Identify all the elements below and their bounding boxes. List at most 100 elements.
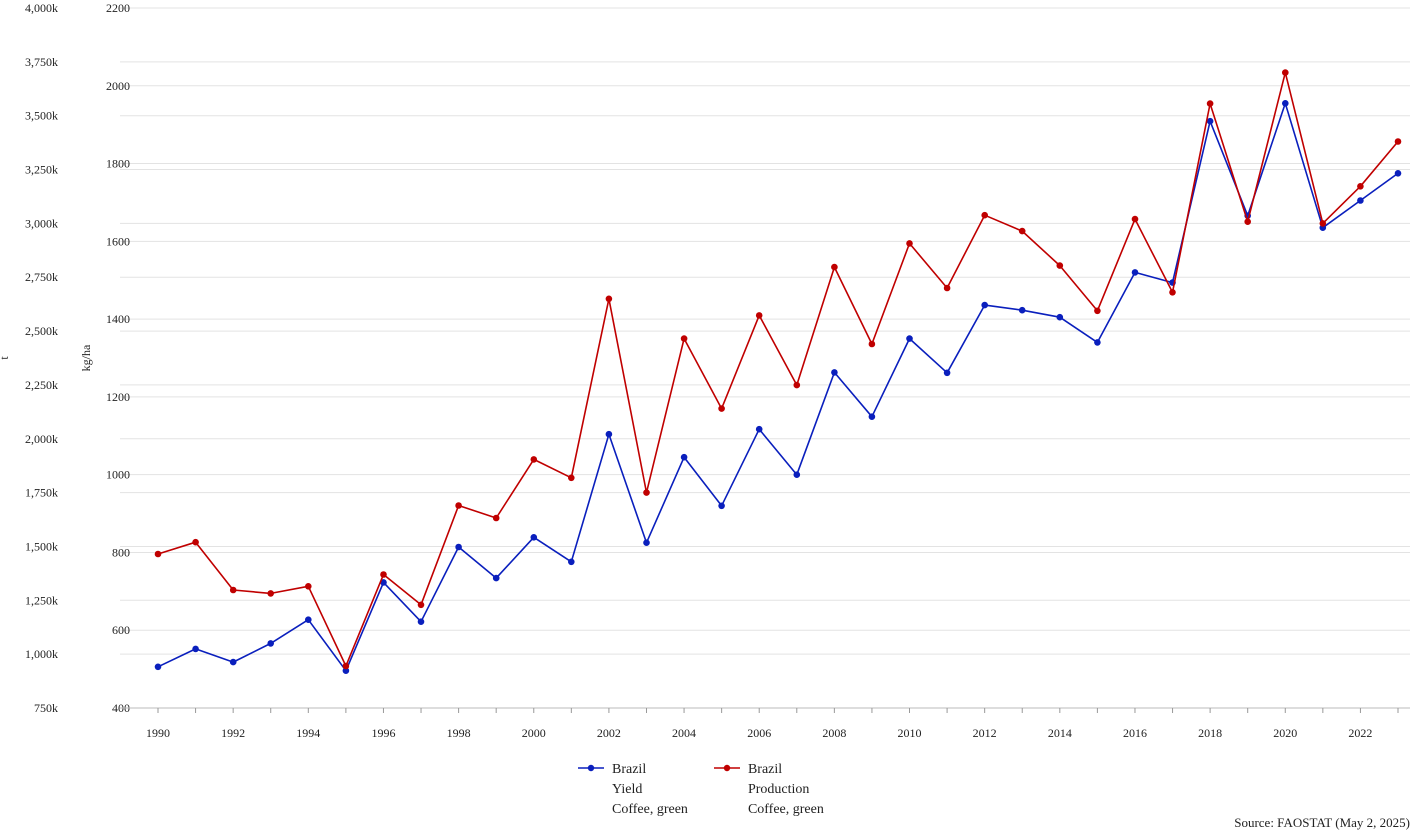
- data-point-series-0-1994[interactable]: [305, 616, 312, 623]
- data-point-series-1-2005[interactable]: [718, 405, 725, 412]
- data-point-series-1-1990[interactable]: [154, 550, 162, 558]
- data-point-series-0-2005[interactable]: [718, 502, 725, 510]
- source-note: Source: FAOSTAT (May 2, 2025): [1234, 815, 1410, 830]
- left-tick-label: 2,750k: [25, 270, 58, 284]
- data-point-series-1-1993[interactable]: [267, 590, 275, 597]
- data-point-series-1-1992[interactable]: [229, 586, 237, 594]
- data-point-series-1-2018[interactable]: [1206, 100, 1214, 107]
- data-point-series-1-2000[interactable]: [530, 456, 538, 463]
- x-axis-ticks: 1990 1992 1994 1996 1998 2000 2002 2004 2006 2008…: [120, 707, 1410, 740]
- x-tick-label: 2014: [1048, 726, 1072, 740]
- data-point-series-0-2020[interactable]: [1282, 100, 1289, 107]
- right-tick-label: 1600: [106, 234, 130, 248]
- data-point-series-0-2002[interactable]: [605, 430, 613, 438]
- data-point-series-1-2008[interactable]: [831, 263, 838, 271]
- data-point-series-1-1991[interactable]: [192, 538, 199, 546]
- data-point-series-1-2002[interactable]: [605, 295, 613, 303]
- data-point-series-1-2019[interactable]: [1244, 218, 1251, 225]
- data-point-series-1-1996[interactable]: [380, 571, 387, 578]
- data-point-series-0-1999[interactable]: [492, 574, 500, 582]
- data-point-series-0-2011[interactable]: [943, 369, 951, 377]
- data-point-series-1-2016[interactable]: [1131, 215, 1139, 223]
- data-point-series-1-2011[interactable]: [943, 284, 951, 292]
- x-tick-label: 2020: [1273, 726, 1297, 740]
- data-point-series-1-1994[interactable]: [305, 583, 312, 590]
- data-point-series-0-1998[interactable]: [455, 543, 462, 551]
- data-point-series-1-2010[interactable]: [906, 240, 913, 247]
- data-point-series-1-1995[interactable]: [342, 662, 350, 670]
- legend-production-line-1: Brazil: [747, 762, 783, 777]
- left-tick-label: 3,500k: [25, 109, 58, 123]
- data-point-series-0-1995[interactable]: [342, 667, 350, 674]
- x-tick-label: 1996: [371, 726, 395, 740]
- left-tick-label: 2,250k: [25, 378, 58, 392]
- data-point-series-0-2008[interactable]: [831, 369, 838, 376]
- data-point-series-0-2013[interactable]: [1018, 306, 1026, 314]
- left-tick-label: 1,750k: [25, 486, 58, 500]
- data-point-series-1-1997[interactable]: [417, 601, 425, 609]
- x-tick-label: 2006: [747, 726, 771, 740]
- legend-production-line-2: Production: [747, 782, 810, 797]
- data-point-series-1-2003[interactable]: [643, 489, 650, 496]
- data-point-series-0-1991[interactable]: [192, 645, 199, 653]
- data-point-series-1-2020[interactable]: [1282, 69, 1289, 76]
- x-tick-label: 1990: [146, 726, 170, 740]
- left-tick-label: 750k: [34, 701, 58, 715]
- series-line-0: [157, 102, 1399, 672]
- left-axis-title: t: [0, 356, 11, 360]
- data-point-series-0-2000[interactable]: [530, 534, 538, 541]
- x-tick-label: 2004: [672, 726, 696, 740]
- data-point-series-1-1998[interactable]: [455, 502, 462, 509]
- data-point-series-0-2015[interactable]: [1094, 339, 1101, 346]
- data-point-series-1-2014[interactable]: [1056, 262, 1064, 269]
- data-point-series-1-2007[interactable]: [793, 381, 801, 389]
- x-tick-label: 2002: [597, 726, 621, 740]
- data-point-series-0-2006[interactable]: [755, 425, 763, 433]
- data-point-series-1-2001[interactable]: [568, 474, 575, 482]
- data-point-series-1-1999[interactable]: [492, 514, 500, 522]
- data-point-series-1-2017[interactable]: [1169, 289, 1176, 296]
- right-tick-label: 600: [112, 623, 130, 637]
- data-point-series-0-2010[interactable]: [906, 335, 913, 342]
- data-point-series-0-2018[interactable]: [1206, 117, 1214, 125]
- legend-item-yield[interactable]: Brazil Yield Coffee, green: [578, 760, 688, 820]
- data-point-series-0-2016[interactable]: [1131, 269, 1139, 276]
- data-point-series-0-1993[interactable]: [267, 640, 275, 647]
- data-point-series-0-2007[interactable]: [793, 471, 801, 479]
- legend-swatch-yield: [578, 764, 604, 772]
- data-point-series-1-2013[interactable]: [1018, 227, 1026, 235]
- data-point-series-0-1992[interactable]: [229, 658, 237, 666]
- legend-item-production[interactable]: Brazil Production Coffee, green: [713, 760, 824, 820]
- data-point-series-0-2014[interactable]: [1056, 313, 1064, 321]
- data-point-series-1-2012[interactable]: [981, 211, 988, 219]
- x-tick-label: 2008: [822, 726, 846, 740]
- data-point-series-1-2006[interactable]: [755, 312, 763, 319]
- data-point-series-1-2015[interactable]: [1094, 307, 1101, 315]
- data-point-series-0-2003[interactable]: [643, 539, 650, 546]
- data-point-series-1-2021[interactable]: [1319, 220, 1327, 227]
- x-tick-label: 1992: [221, 726, 245, 740]
- right-tick-label: 800: [112, 545, 130, 559]
- data-point-series-1-2004[interactable]: [680, 335, 688, 342]
- data-point-series-0-2009[interactable]: [868, 413, 876, 421]
- data-point-series-0-2004[interactable]: [680, 453, 688, 461]
- data-point-series-0-2022[interactable]: [1357, 197, 1364, 204]
- data-point-series-0-2012[interactable]: [981, 301, 988, 309]
- x-tick-label: 2012: [973, 726, 997, 740]
- legend-production-line-3: Coffee, green: [747, 802, 824, 817]
- data-point-series-1-2022[interactable]: [1357, 183, 1364, 190]
- grid-lines: [120, 7, 1410, 709]
- legend-yield-line-1: Brazil: [612, 762, 647, 777]
- left-tick-label: 4,000k: [25, 1, 58, 15]
- data-point-series-0-1997[interactable]: [417, 618, 425, 625]
- data-point-series-0-2023[interactable]: [1394, 170, 1402, 177]
- data-point-series-1-2023[interactable]: [1394, 138, 1402, 145]
- data-point-series-0-1996[interactable]: [380, 579, 387, 586]
- data-point-series-0-2001[interactable]: [568, 558, 575, 566]
- data-point-series-0-1990[interactable]: [154, 663, 162, 671]
- legend-yield-line-2: Yield: [612, 782, 643, 797]
- data-point-series-1-2009[interactable]: [868, 340, 876, 348]
- series-layer: [154, 69, 1402, 674]
